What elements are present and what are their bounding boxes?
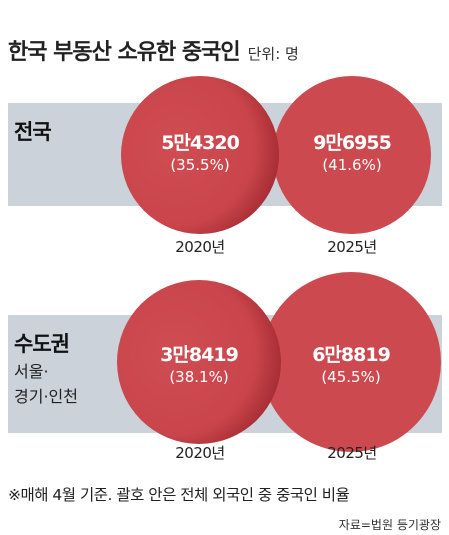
value-label-capital-2020: 3만8419	[160, 344, 239, 366]
region-label-national: 전국	[14, 120, 52, 144]
region-label-capital: 수도권	[14, 332, 70, 356]
value-label-capital-2025: 6만8819	[312, 344, 391, 366]
region-sublabel-capital-line2: 경기·인천	[14, 387, 78, 406]
footnote: ※매해 4월 기준. 괄호 안은 전체 외국인 중 중국인 비율	[8, 486, 350, 504]
bubble-national-2020	[121, 76, 279, 234]
bubble-capital-2020	[117, 280, 281, 444]
share-label-capital-2025: (45.5%)	[321, 368, 381, 386]
chart-title: 한국 부동산 소유한 중국인 단위: 명	[8, 40, 299, 65]
value-label-national-2020: 5만4320	[161, 132, 240, 154]
year-label-national-2025: 2025년	[327, 238, 377, 256]
share-label-national-2025: (41.6%)	[322, 156, 382, 174]
unit-label: 단위: 명	[247, 45, 299, 63]
region-sublabel-capital-line1: 서울·	[14, 362, 49, 381]
year-label-national-2020: 2020년	[175, 238, 225, 256]
bubble-national-2025	[273, 76, 431, 234]
year-label-capital-2020: 2020년	[175, 444, 225, 462]
value-label-national-2025: 9만6955	[313, 132, 392, 154]
bubble-capital-2025	[261, 272, 441, 452]
year-label-capital-2025: 2025년	[327, 444, 377, 462]
source-credit: 자료=법원 등기광장	[338, 518, 441, 532]
share-label-national-2020: (35.5%)	[170, 156, 230, 174]
share-label-capital-2020: (38.1%)	[169, 368, 229, 386]
